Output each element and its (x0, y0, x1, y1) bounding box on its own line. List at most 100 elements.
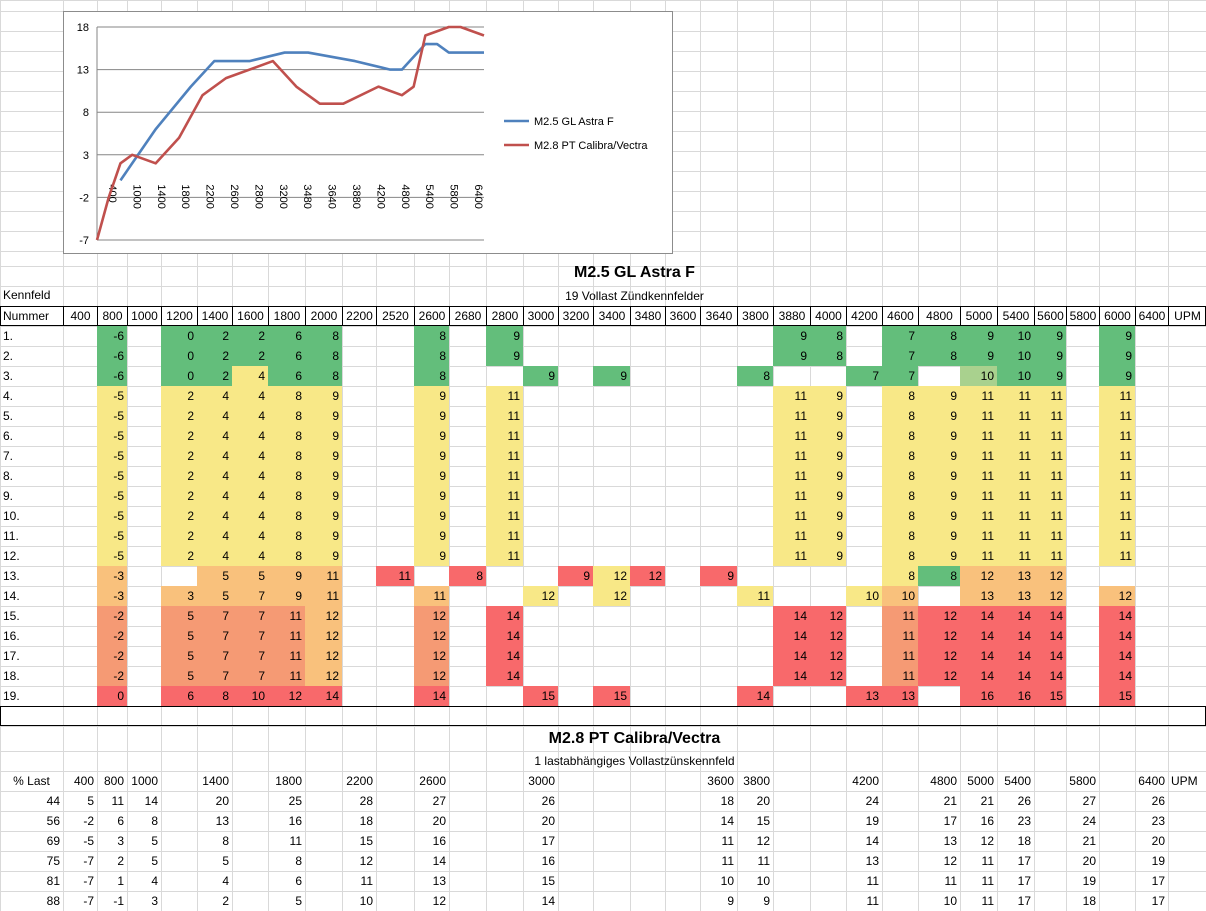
map-value-cell[interactable]: 4 (151, 874, 158, 888)
map-value-cell[interactable]: 11 (960, 486, 997, 506)
map-value-cell[interactable]: 16 (960, 686, 997, 706)
map-value-cell[interactable]: -5 (97, 526, 127, 546)
map-value-cell[interactable]: 10 (720, 874, 734, 888)
map-value-cell[interactable]: 11 (1099, 446, 1135, 466)
map-value-cell[interactable]: 11 (960, 466, 997, 486)
map-value-cell[interactable]: 9 (414, 486, 449, 506)
map-value-cell[interactable]: 12 (305, 666, 342, 686)
map-value-cell[interactable]: 21 (1082, 834, 1096, 848)
map-value-cell[interactable]: 14 (773, 606, 810, 626)
map-value-cell[interactable]: -2 (83, 814, 94, 828)
map-value-cell[interactable]: 10 (756, 874, 770, 888)
map-value-cell[interactable]: 9 (486, 346, 523, 366)
map-value-cell[interactable]: 2 (161, 546, 197, 566)
line-chart[interactable]: 18 13 8 3 -2 -7 400 1000 1400 1800 2200 2600 2800 320… (63, 11, 673, 254)
map-value-cell[interactable]: 18 (720, 794, 734, 808)
map-value-cell[interactable]: 16 (432, 834, 446, 848)
map-value-cell[interactable]: 9 (810, 506, 846, 526)
map-value-cell[interactable]: 5 (151, 854, 158, 868)
map-value-cell[interactable]: 12 (756, 834, 770, 848)
map-value-cell[interactable]: 26 (1151, 794, 1165, 808)
map-value-cell[interactable]: 2 (197, 326, 232, 346)
map-value-cell[interactable]: 8 (737, 366, 773, 386)
map-value-cell[interactable]: 8 (882, 506, 918, 526)
map-value-cell[interactable]: 12 (1099, 586, 1135, 606)
map-value-cell[interactable]: 8 (268, 426, 305, 446)
map-value-cell[interactable]: 7 (232, 626, 268, 646)
map-value-cell[interactable]: 9 (1034, 366, 1066, 386)
map-value-cell[interactable]: 11 (997, 406, 1034, 426)
map-value-cell[interactable]: -7 (83, 874, 94, 888)
map-value-cell[interactable]: 11 (997, 546, 1034, 566)
map-value-cell[interactable]: 12 (305, 606, 342, 626)
map-value-cell[interactable]: 8 (268, 406, 305, 426)
map-value-cell[interactable]: 13 (882, 686, 918, 706)
map-value-cell[interactable]: 14 (1099, 606, 1135, 626)
map-value-cell[interactable]: 11 (997, 486, 1034, 506)
map-value-cell[interactable]: 8 (882, 406, 918, 426)
map-value-cell[interactable]: 10 (359, 894, 373, 908)
map-value-cell[interactable]: 10 (882, 586, 918, 606)
map-value-cell[interactable]: 12 (305, 626, 342, 646)
map-value-cell[interactable]: 11 (882, 626, 918, 646)
map-value-cell[interactable]: 16 (288, 814, 302, 828)
map-value-cell[interactable]: 8 (305, 366, 342, 386)
map-value-cell[interactable]: 23 (1151, 814, 1165, 828)
map-value-cell[interactable]: 9 (763, 894, 770, 908)
map-value-cell[interactable]: 12 (918, 666, 960, 686)
map-value-cell[interactable]: 9 (918, 386, 960, 406)
map-value-cell[interactable]: 11 (1034, 446, 1066, 466)
map-value-cell[interactable]: -5 (97, 466, 127, 486)
map-value-cell[interactable]: 8 (414, 326, 449, 346)
map-value-cell[interactable]: 8 (918, 566, 960, 586)
map-value-cell[interactable]: 11 (1099, 506, 1135, 526)
map-value-cell[interactable]: 4 (197, 486, 232, 506)
map-value-cell[interactable]: 10 (846, 586, 882, 606)
map-value-cell[interactable]: 5 (197, 586, 232, 606)
map-value-cell[interactable]: 11 (721, 834, 734, 848)
map-value-cell[interactable]: 9 (268, 566, 305, 586)
map-value-cell[interactable]: 7 (232, 606, 268, 626)
map-value-cell[interactable]: 9 (305, 386, 342, 406)
map-value-cell[interactable]: 11 (305, 566, 342, 586)
map-value-cell[interactable]: 24 (865, 794, 879, 808)
map-value-cell[interactable]: 17 (1017, 854, 1031, 868)
map-value-cell[interactable]: 8 (882, 526, 918, 546)
map-value-cell[interactable]: 12 (1034, 586, 1066, 606)
map-value-cell[interactable]: 2 (161, 466, 197, 486)
map-value-cell[interactable]: 16 (980, 814, 994, 828)
map-value-cell[interactable]: 9 (810, 386, 846, 406)
map-value-cell[interactable]: 9 (773, 346, 810, 366)
map-value-cell[interactable]: 19 (1151, 854, 1165, 868)
map-value-cell[interactable]: 11 (305, 586, 342, 606)
map-value-cell[interactable]: 14 (1099, 626, 1135, 646)
map-value-cell[interactable]: 10 (997, 326, 1034, 346)
map-value-cell[interactable]: 9 (918, 506, 960, 526)
map-value-cell[interactable]: 11 (1034, 486, 1066, 506)
map-value-cell[interactable]: 0 (161, 366, 197, 386)
map-value-cell[interactable]: 12 (810, 626, 846, 646)
map-value-cell[interactable]: 14 (960, 626, 997, 646)
map-value-cell[interactable]: 8 (268, 526, 305, 546)
map-value-cell[interactable]: 8 (305, 326, 342, 346)
map-value-cell[interactable]: 14 (414, 686, 449, 706)
map-value-cell[interactable]: 8 (268, 386, 305, 406)
selected-row-outline[interactable] (0, 706, 1206, 726)
map-value-cell[interactable]: 7 (882, 366, 918, 386)
map-value-cell[interactable]: 9 (414, 466, 449, 486)
map-value-cell[interactable]: 12 (980, 834, 994, 848)
map-value-cell[interactable]: -1 (113, 894, 124, 908)
map-value-cell[interactable]: 12 (414, 626, 449, 646)
map-value-cell[interactable]: 11 (1099, 426, 1135, 446)
map-value-cell[interactable]: -2 (97, 606, 127, 626)
map-value-cell[interactable]: 14 (997, 666, 1034, 686)
map-value-cell[interactable]: 11 (360, 874, 373, 888)
map-value-cell[interactable]: 11 (486, 406, 523, 426)
map-value-cell[interactable]: 11 (997, 446, 1034, 466)
map-value-cell[interactable]: 11 (1099, 546, 1135, 566)
map-value-cell[interactable]: 20 (432, 814, 446, 828)
map-value-cell[interactable]: 5 (197, 566, 232, 586)
map-value-cell[interactable]: 8 (295, 854, 302, 868)
map-value-cell[interactable]: 11 (773, 406, 810, 426)
map-value-cell[interactable]: 11 (1099, 406, 1135, 426)
